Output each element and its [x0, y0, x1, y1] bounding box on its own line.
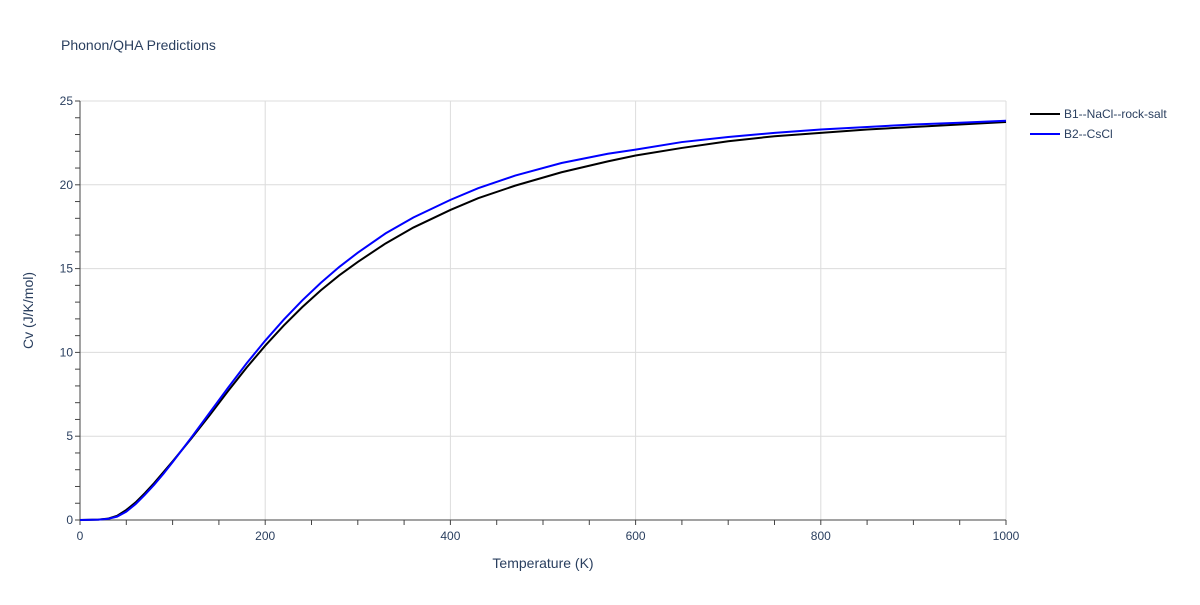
- x-tick-label: 1000: [993, 529, 1020, 543]
- legend-label: B1--NaCl--rock-salt: [1064, 107, 1167, 121]
- y-tick-label: 20: [60, 178, 74, 192]
- y-tick-label: 5: [66, 429, 73, 443]
- x-axis-title: Temperature (K): [492, 555, 593, 571]
- chart-title: Phonon/QHA Predictions: [61, 37, 216, 53]
- x-tick-label: 200: [255, 529, 275, 543]
- x-tick-label: 400: [440, 529, 460, 543]
- y-tick-label: 10: [60, 345, 74, 359]
- y-tick-label: 25: [60, 94, 74, 108]
- x-tick-label: 800: [811, 529, 831, 543]
- y-tick-label: 0: [66, 513, 73, 527]
- series-line-2: [79, 119, 1007, 521]
- x-tick-label: 600: [626, 529, 646, 543]
- y-axis-title: Cv (J/K/mol): [20, 272, 36, 349]
- series-line-1: [79, 120, 1007, 521]
- y-tick-label: 15: [60, 262, 74, 276]
- legend-label: B2--CsCl: [1064, 127, 1113, 141]
- x-tick-label: 0: [77, 529, 84, 543]
